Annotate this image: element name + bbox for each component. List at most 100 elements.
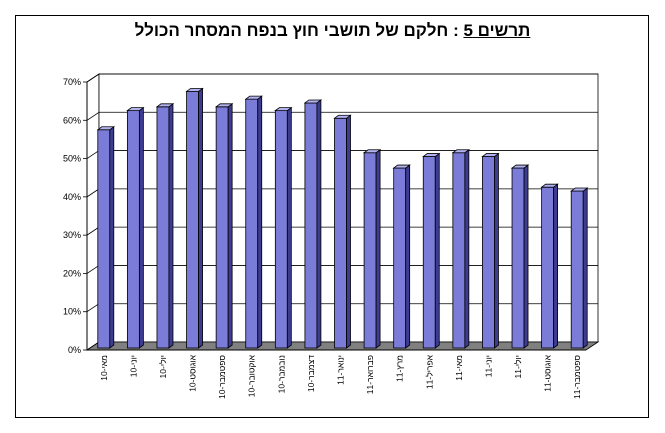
chart-title: תרשים 5 : חלקם של תושבי חוץ בנפח המסחר ה…	[0, 21, 665, 41]
bar-side	[582, 187, 588, 349]
bar-front	[274, 110, 288, 349]
bar-side	[434, 152, 440, 349]
bar	[540, 183, 559, 349]
category-label: מאי-10	[99, 355, 109, 381]
gridline-diag	[86, 226, 100, 236]
gridline-diag	[86, 303, 100, 313]
bar-front	[570, 190, 584, 349]
bar-top	[570, 187, 589, 192]
bar	[274, 106, 293, 349]
bar-top	[214, 103, 234, 108]
bar-top	[303, 99, 323, 104]
bar-front	[452, 152, 466, 349]
category-label: יולי-11	[513, 355, 523, 378]
bar	[185, 87, 204, 349]
bar-front	[393, 167, 407, 349]
bar-front	[245, 98, 259, 349]
chart-title-prefix: תרשים 5	[463, 21, 531, 40]
bar-side	[168, 103, 174, 349]
category-label: אוגוסט-10	[188, 354, 198, 391]
bar-top	[185, 88, 204, 92]
bar-top	[244, 95, 263, 100]
category-label: ינואר-11	[336, 355, 346, 385]
bar-side	[138, 106, 144, 349]
gridline-diag	[86, 73, 100, 83]
bar-top	[392, 164, 411, 169]
bar	[126, 106, 145, 349]
bar-front	[334, 117, 347, 349]
bar-side	[375, 148, 381, 349]
bar-side	[464, 148, 470, 349]
bar-side	[286, 106, 292, 349]
bar-top	[422, 153, 441, 157]
category-label: פברואר-11	[365, 355, 375, 394]
y-tick-label: 60%	[63, 115, 81, 125]
bar-side	[523, 164, 529, 349]
bar-front	[97, 129, 111, 349]
bar-front	[363, 152, 377, 349]
bar-side	[494, 152, 499, 349]
bar-front	[126, 110, 140, 349]
category-label: אוקטובר-10	[247, 354, 257, 397]
bar-side	[198, 87, 203, 349]
bar-side	[109, 125, 115, 349]
bar-front	[482, 156, 495, 349]
category-label: מאי-11	[454, 355, 464, 381]
bar	[510, 164, 530, 349]
bar	[303, 99, 323, 349]
gridline-diag	[86, 150, 100, 159]
chart-title-separator: :	[448, 21, 464, 40]
y-tick-label: 30%	[63, 230, 81, 240]
y-tick-label: 20%	[63, 268, 81, 278]
bar-side	[405, 164, 411, 349]
category-labels: מאי-10 יוני-10 יולי-10 אוגוסט-10 ספטמבר-10 או…	[99, 354, 582, 399]
category-label: ספטמבר-10	[217, 355, 227, 399]
bar-side	[553, 183, 559, 349]
category-label: אפריל-11	[424, 354, 434, 389]
category-label: נובמבר-10	[276, 355, 286, 393]
bar	[362, 148, 382, 349]
gridline-diag	[86, 188, 100, 198]
gridline-diag	[86, 265, 100, 274]
bar-side	[227, 103, 233, 349]
category-label: מרץ-11	[395, 355, 405, 382]
bar	[214, 103, 234, 349]
bar-front	[215, 106, 229, 349]
bar-side	[257, 95, 263, 349]
bar-front	[422, 156, 436, 349]
bar	[481, 152, 500, 349]
y-tick-label: 40%	[63, 192, 81, 202]
gridline-diag	[86, 111, 100, 121]
y-tick-label: 0%	[68, 345, 81, 355]
bar	[422, 152, 441, 349]
y-tick-label: 70%	[63, 77, 81, 87]
category-label: יוני-11	[483, 355, 493, 377]
bar-front	[156, 106, 170, 349]
y-tick-label: 50%	[63, 154, 81, 164]
bar	[392, 164, 411, 349]
bar-top	[510, 164, 530, 169]
bar-front	[511, 167, 525, 349]
category-label: יולי-10	[158, 355, 168, 378]
bar-front	[304, 102, 318, 349]
category-label: יוני-10	[128, 355, 138, 377]
bar-top	[274, 107, 293, 112]
bar-top	[155, 103, 175, 108]
bar	[570, 187, 589, 349]
y-tick-label: 10%	[63, 307, 81, 317]
bar	[244, 95, 263, 349]
bar	[155, 103, 175, 349]
bar-side	[346, 114, 351, 349]
category-label: אוגוסט-11	[543, 354, 553, 391]
bar-top	[126, 107, 145, 112]
bar	[451, 148, 471, 349]
bars-group	[96, 87, 589, 349]
category-label: דצמבר-10	[306, 355, 316, 392]
bar-top	[540, 183, 559, 188]
bar	[333, 114, 352, 349]
bar-top	[96, 126, 115, 131]
bar-front	[541, 186, 555, 349]
bar-top	[481, 153, 500, 157]
bar-front	[186, 91, 199, 349]
